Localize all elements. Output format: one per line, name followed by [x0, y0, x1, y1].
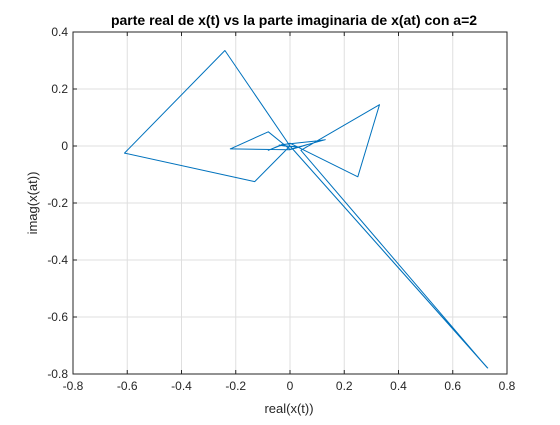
- x-tick-label: -0.6: [117, 379, 138, 393]
- x-tick-label: 0.4: [390, 379, 407, 393]
- chart-title: parte real de x(t) vs la parte imaginari…: [111, 12, 477, 28]
- x-tick-label: 0.6: [444, 379, 461, 393]
- y-axis-label: imag(x(at)): [25, 172, 40, 235]
- x-tick-label: -0.8: [63, 379, 84, 393]
- x-tick-label: -0.4: [171, 379, 192, 393]
- y-tick-label: -0.2: [47, 196, 68, 210]
- y-tick-label: 0.4: [51, 25, 68, 39]
- y-tick-label: -0.4: [47, 253, 68, 267]
- x-tick-label: 0.8: [499, 379, 516, 393]
- y-tick-label: -0.6: [47, 310, 68, 324]
- x-axis-label: real(x(t)): [264, 401, 313, 416]
- x-tick-label: 0.2: [336, 379, 353, 393]
- data-series-line: [124, 50, 489, 369]
- x-tick-label: -0.2: [225, 379, 246, 393]
- x-tick-label: 0: [287, 379, 294, 393]
- y-tick-label: 0: [61, 139, 68, 153]
- y-tick-label: -0.8: [47, 367, 68, 381]
- plot-area: -0.8 -0.6 -0.4 -0.2 0 0.2 0.4 0.6 0.8 -0.8 -0.6 -0.…: [47, 25, 515, 393]
- y-tick-label: 0.2: [51, 82, 68, 96]
